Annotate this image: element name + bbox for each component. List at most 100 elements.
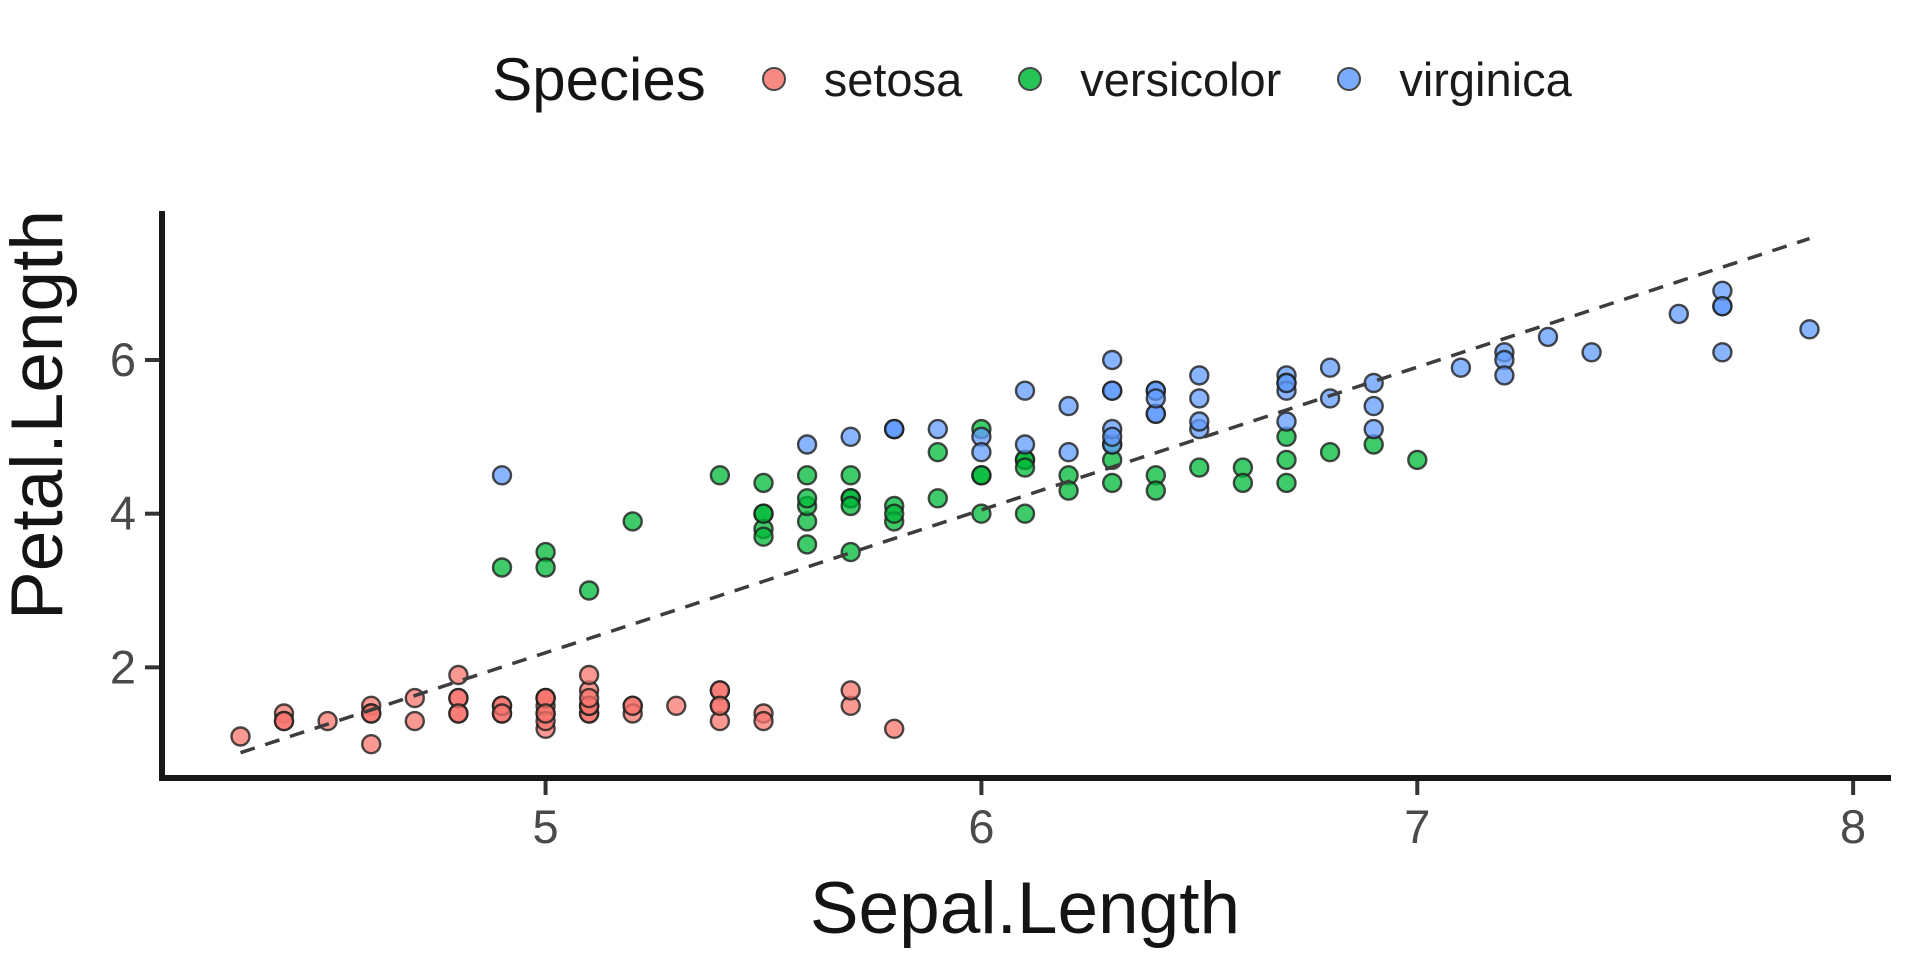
point-versicolor xyxy=(796,488,818,509)
point-setosa xyxy=(753,710,774,732)
point-virginica xyxy=(1189,411,1210,432)
point-versicolor xyxy=(1232,472,1254,494)
versicolor-point-icon xyxy=(1018,67,1043,91)
point-setosa xyxy=(578,664,600,686)
point-setosa xyxy=(273,710,295,732)
point-virginica xyxy=(1363,372,1384,394)
point-virginica xyxy=(491,465,513,486)
point-virginica xyxy=(1363,395,1384,417)
x-tick-label: 7 xyxy=(1404,800,1430,853)
point-setosa xyxy=(404,710,425,732)
point-versicolor xyxy=(578,580,600,601)
point-versicolor xyxy=(1014,503,1036,524)
point-setosa xyxy=(448,703,469,724)
point-virginica xyxy=(1363,418,1384,440)
point-virginica xyxy=(884,418,905,440)
point-virginica xyxy=(927,418,948,440)
point-setosa xyxy=(578,687,600,709)
y-tick-label: 2 xyxy=(110,640,136,693)
point-setosa xyxy=(448,664,469,686)
point-versicolor xyxy=(927,488,948,509)
point-versicolor xyxy=(709,465,731,486)
point-versicolor xyxy=(535,557,556,578)
point-setosa xyxy=(666,695,687,716)
point-virginica xyxy=(1494,365,1515,386)
x-tick-label: 8 xyxy=(1840,800,1866,853)
point-setosa xyxy=(884,718,905,739)
point-setosa xyxy=(361,734,382,755)
y-axis-title: Petal.Length xyxy=(0,210,78,620)
point-versicolor xyxy=(840,495,861,517)
point-versicolor xyxy=(1407,449,1428,471)
point-versicolor xyxy=(840,465,861,486)
y-tick-label: 6 xyxy=(110,333,136,386)
legend-label-setosa: setosa xyxy=(823,52,963,106)
point-versicolor xyxy=(1145,480,1167,501)
legend: Species setosa versicolor virginica xyxy=(72,36,1920,122)
point-virginica xyxy=(1101,349,1123,371)
point-versicolor xyxy=(1189,457,1210,478)
point-virginica xyxy=(1712,296,1733,317)
point-virginica xyxy=(1668,303,1690,325)
point-versicolor xyxy=(753,472,774,494)
setosa-point-icon xyxy=(761,67,786,91)
point-virginica xyxy=(1799,319,1820,340)
point-virginica xyxy=(1189,388,1210,409)
point-setosa xyxy=(840,680,861,701)
point-virginica xyxy=(1537,326,1559,348)
point-virginica xyxy=(1450,357,1472,378)
point-virginica xyxy=(1276,372,1297,394)
point-versicolor xyxy=(971,465,992,486)
point-versicolor xyxy=(884,503,905,524)
y-tick-label: 4 xyxy=(110,487,136,540)
point-versicolor xyxy=(1276,472,1297,494)
x-tick-label: 6 xyxy=(968,800,994,853)
point-virginica xyxy=(1014,434,1036,455)
point-virginica xyxy=(1712,342,1733,363)
point-versicolor xyxy=(1014,457,1036,478)
point-versicolor xyxy=(796,534,818,555)
point-virginica xyxy=(1101,426,1123,447)
point-versicolor xyxy=(1319,442,1341,463)
legend-item-setosa: setosa xyxy=(761,52,963,107)
regression-line xyxy=(239,236,1811,755)
point-virginica xyxy=(1058,395,1079,417)
point-virginica xyxy=(1014,380,1036,401)
point-virginica xyxy=(1145,388,1167,409)
x-tick-label: 5 xyxy=(532,800,558,853)
point-virginica xyxy=(796,434,818,455)
point-setosa xyxy=(709,695,731,716)
legend-title: Species xyxy=(492,45,706,113)
point-versicolor xyxy=(622,511,643,532)
point-virginica xyxy=(1058,442,1079,463)
point-versicolor xyxy=(840,541,861,563)
point-virginica xyxy=(1189,365,1210,386)
data-points xyxy=(230,280,1820,755)
point-virginica xyxy=(971,442,992,463)
point-versicolor xyxy=(753,503,774,524)
point-virginica xyxy=(1319,357,1341,378)
point-versicolor xyxy=(491,557,513,578)
point-versicolor xyxy=(1276,449,1297,471)
point-virginica xyxy=(1276,411,1297,432)
point-setosa xyxy=(622,695,643,716)
regression-line-layer xyxy=(239,236,1811,755)
legend-item-versicolor: versicolor xyxy=(1018,52,1281,107)
point-setosa xyxy=(491,703,513,724)
point-versicolor xyxy=(927,442,948,463)
axis-ticks: 5 6 7 8 2 4 6 xyxy=(110,333,1866,853)
point-virginica xyxy=(840,426,861,447)
legend-label-virginica: virginica xyxy=(1399,52,1572,106)
point-versicolor xyxy=(753,526,774,547)
point-virginica xyxy=(1101,380,1123,401)
point-versicolor xyxy=(1101,472,1123,494)
virginica-point-icon xyxy=(1337,67,1362,91)
legend-label-versicolor: versicolor xyxy=(1080,52,1282,106)
legend-item-virginica: virginica xyxy=(1337,52,1572,107)
point-virginica xyxy=(1581,342,1602,363)
point-versicolor xyxy=(796,465,818,486)
point-setosa xyxy=(535,703,556,724)
point-setosa xyxy=(230,726,251,747)
x-axis-title: Sepal.Length xyxy=(810,868,1240,949)
